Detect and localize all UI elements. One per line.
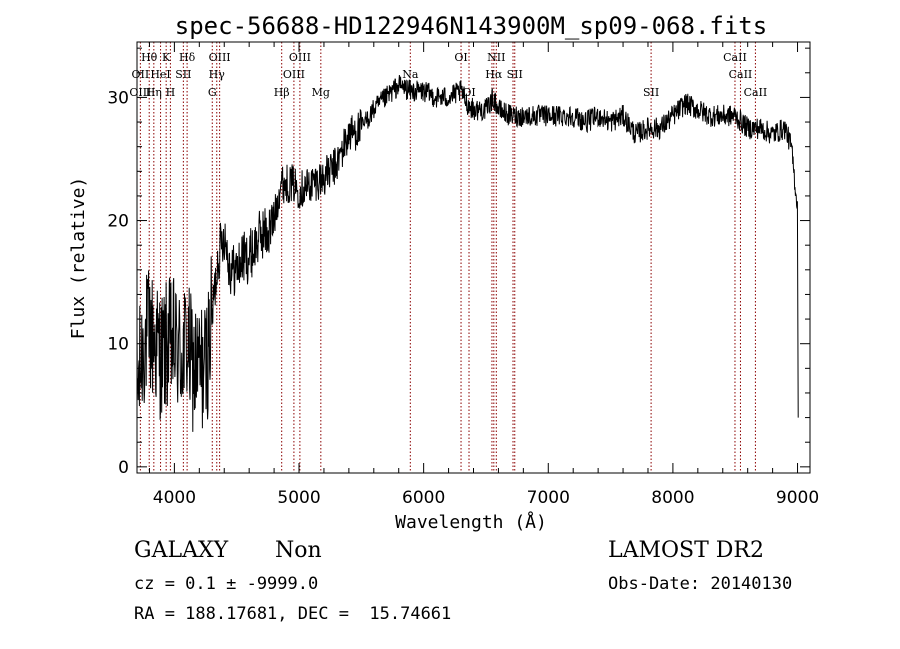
line-marker-label: NII bbox=[487, 51, 505, 64]
y-tick-label: 0 bbox=[118, 458, 129, 478]
line-marker-labels: Hθ K Hδ OIII OIII OI NII CaII OII HeI SII Hγ OIII Na H… bbox=[129, 51, 767, 99]
line-marker-label: SII bbox=[643, 86, 659, 99]
line-marker-label: Hδ bbox=[179, 51, 196, 64]
line-marker-label: Mg bbox=[312, 86, 330, 99]
line-marker-label: K bbox=[162, 51, 171, 64]
x-tick-label: 7000 bbox=[527, 488, 570, 508]
y-tick-label: 10 bbox=[107, 335, 129, 355]
line-marker-label: SII bbox=[175, 68, 191, 81]
line-marker-label: OI bbox=[462, 86, 475, 99]
line-marker-label: G bbox=[208, 86, 217, 99]
x-axis-label: Wavelength (Å) bbox=[395, 511, 547, 533]
chart-title: spec-56688-HD122946N143900M_sp09-068.fit… bbox=[175, 12, 767, 40]
line-marker-label: Hγ bbox=[209, 68, 226, 81]
x-tick-label: 9000 bbox=[776, 488, 819, 508]
x-tick-label: 8000 bbox=[651, 488, 694, 508]
line-marker-label: CaII bbox=[744, 86, 768, 99]
line-marker-label: H bbox=[166, 86, 176, 99]
x-axis-ticks: 4000 5000 6000 7000 8000 9000 bbox=[148, 42, 819, 508]
x-tick-label: 5000 bbox=[277, 488, 320, 508]
line-marker-label: Hθ bbox=[141, 51, 158, 64]
line-marker-label: OIII bbox=[129, 86, 151, 99]
y-tick-label: 30 bbox=[107, 88, 129, 108]
subclass-label: Non bbox=[275, 538, 322, 563]
line-marker-label: Hα bbox=[485, 68, 503, 81]
class-label: GALAXY bbox=[134, 538, 229, 563]
coordinates-line: RA = 188.17681, DEC = 15.74661 bbox=[134, 604, 452, 624]
line-marker-label: CaII bbox=[723, 51, 747, 64]
line-marker-label: HeI bbox=[150, 68, 170, 81]
line-marker-label: CaII bbox=[729, 68, 753, 81]
line-marker-label: Hη bbox=[146, 86, 162, 99]
line-marker-label: SII bbox=[507, 68, 523, 81]
redshift-line: cz = 0.1 ± -9999.0 bbox=[134, 574, 319, 594]
line-marker-label: OIII bbox=[283, 68, 305, 81]
x-tick-label: 4000 bbox=[153, 488, 196, 508]
x-tick-label: 6000 bbox=[402, 488, 445, 508]
line-marker-label: OIII bbox=[209, 51, 231, 64]
y-axis-label: Flux (relative) bbox=[68, 177, 89, 340]
obs-date-line: Obs-Date: 20140130 bbox=[608, 574, 793, 594]
line-marker-label: OIII bbox=[289, 51, 311, 64]
y-axis-ticks: 0 10 20 30 bbox=[107, 47, 810, 478]
line-marker-label: Hβ bbox=[274, 86, 290, 99]
y-tick-label: 20 bbox=[107, 212, 129, 232]
survey-label: LAMOST DR2 bbox=[608, 538, 764, 563]
line-marker-label: OI bbox=[454, 51, 467, 64]
spectrum-line bbox=[136, 74, 799, 432]
line-marker-label: Na bbox=[402, 68, 419, 81]
line-marker-label: OII bbox=[132, 68, 150, 81]
